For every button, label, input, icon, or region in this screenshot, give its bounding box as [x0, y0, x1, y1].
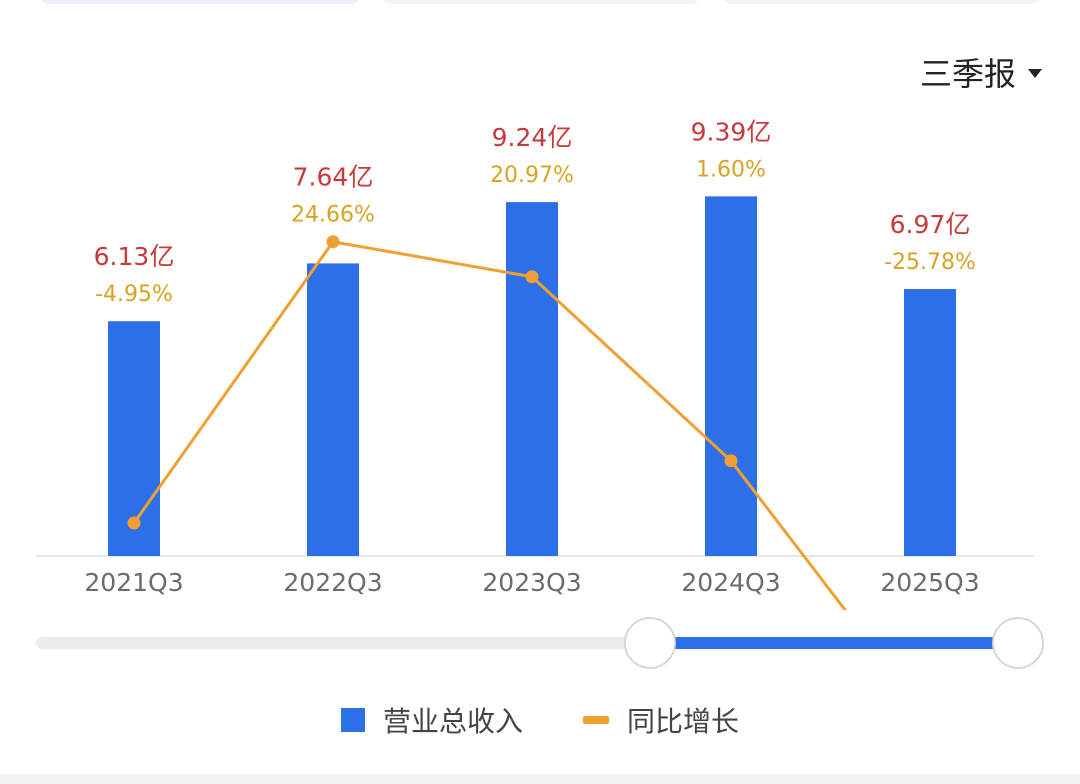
growth-label-2021q3: -4.95%: [95, 282, 173, 307]
value-label-2023q3: 9.24亿: [492, 123, 573, 152]
value-label-2022q3: 7.64亿: [293, 163, 374, 192]
revenue-chart: 6.13亿 -4.95% 7.64亿 24.66% 9.24亿 20.97% 9.39亿 1.…: [36, 117, 1034, 610]
bar-2023q3[interactable]: [506, 202, 558, 556]
period-selector[interactable]: 三季报: [920, 50, 1042, 94]
period-selector-label: 三季报: [919, 55, 1016, 93]
caret-down-icon: [1028, 68, 1042, 78]
bar-2022q3[interactable]: [307, 263, 359, 556]
bar-2024q3[interactable]: [705, 196, 757, 556]
growth-label-2023q3: 20.97%: [490, 163, 574, 188]
x-tick-2023q3: 2023Q3: [482, 568, 581, 597]
legend: 营业总收入 同比增长: [0, 700, 1080, 740]
bottom-divider: [0, 774, 1080, 784]
x-tick-2022q3: 2022Q3: [283, 568, 382, 597]
range-slider-right-handle[interactable]: [992, 617, 1044, 669]
growth-label-2025q3: -25.78%: [884, 250, 976, 275]
growth-point-2022q3[interactable]: [326, 235, 340, 249]
growth-point-2024q3[interactable]: [724, 454, 738, 468]
x-tick-2021q3: 2021Q3: [84, 568, 183, 597]
x-tick-2025q3: 2025Q3: [880, 568, 979, 597]
value-label-2025q3: 6.97亿: [890, 210, 971, 239]
legend-item-growth[interactable]: 同比增长: [583, 700, 739, 740]
x-tick-2024q3: 2024Q3: [681, 568, 780, 597]
growth-point-2021q3[interactable]: [127, 516, 141, 530]
growth-label-2022q3: 24.66%: [291, 203, 375, 228]
growth-label-2024q3: 1.60%: [696, 157, 766, 182]
bar-2025q3[interactable]: [904, 289, 956, 556]
line-swatch-icon: [583, 716, 609, 724]
bar-swatch-icon: [340, 708, 365, 732]
top-tab-1[interactable]: [40, 0, 360, 4]
range-slider-left-handle[interactable]: [624, 617, 676, 669]
top-tab-3[interactable]: [722, 0, 1040, 4]
growth-point-2023q3[interactable]: [525, 270, 539, 284]
top-tab-2[interactable]: [382, 0, 700, 4]
legend-label-growth: 同比增长: [627, 705, 740, 738]
legend-label-revenue: 营业总收入: [382, 705, 523, 738]
range-slider-selection[interactable]: [652, 637, 1018, 649]
legend-item-revenue[interactable]: 营业总收入: [340, 700, 523, 740]
value-label-2024q3: 9.39亿: [691, 117, 772, 146]
value-label-2021q3: 6.13亿: [94, 242, 175, 271]
